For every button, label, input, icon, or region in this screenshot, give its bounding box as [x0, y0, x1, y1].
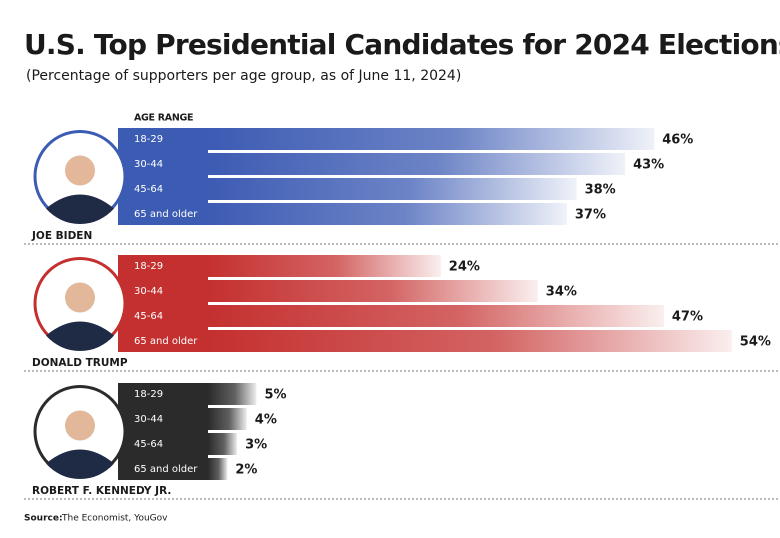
category-label: 18-29 — [134, 389, 163, 400]
portrait-head — [65, 410, 95, 441]
category-label: 30-44 — [134, 286, 163, 297]
bar — [208, 153, 626, 175]
value-label: 5% — [265, 388, 287, 403]
value-label: 37% — [575, 208, 606, 223]
category-label: 45-64 — [134, 311, 163, 322]
bar — [208, 305, 664, 327]
category-label: 65 and older — [134, 336, 198, 347]
portrait-body — [46, 194, 114, 225]
value-label: 38% — [585, 183, 616, 198]
bar — [208, 203, 567, 225]
label-panel — [118, 255, 208, 352]
bar — [208, 433, 238, 455]
category-label: 30-44 — [134, 159, 163, 170]
bar — [208, 383, 257, 405]
chart-title: U.S. Top Presidential Candidates for 202… — [24, 28, 780, 61]
portrait-head — [65, 155, 95, 186]
candidate-name: JOE BIDEN — [31, 230, 92, 242]
value-label: 4% — [255, 413, 277, 428]
category-label: 65 and older — [134, 209, 198, 220]
label-panel — [118, 128, 208, 225]
label-panel — [118, 383, 208, 480]
category-label: 45-64 — [134, 439, 163, 450]
value-label: 43% — [633, 158, 664, 173]
candidate-name: DONALD TRUMP — [32, 357, 128, 369]
value-label: 2% — [235, 463, 257, 478]
value-label: 47% — [672, 310, 703, 325]
portrait-body — [46, 449, 114, 480]
candidate-name: ROBERT F. KENNEDY JR. — [32, 485, 171, 497]
category-label: 65 and older — [134, 464, 198, 475]
chart-subtitle: (Percentage of supporters per age group,… — [26, 68, 461, 84]
category-label: 30-44 — [134, 414, 163, 425]
source: The Economist, YouGov — [61, 514, 168, 524]
source-label: Source: — [24, 514, 63, 524]
bar — [208, 255, 441, 277]
bar — [208, 280, 538, 302]
value-label: 34% — [546, 285, 577, 300]
bar — [208, 128, 655, 150]
value-label: 46% — [662, 133, 693, 148]
value-label: 24% — [449, 260, 480, 275]
bar — [208, 330, 732, 352]
category-label: 45-64 — [134, 184, 163, 195]
category-label: 18-29 — [134, 261, 163, 272]
category-header: AGE RANGE — [134, 113, 193, 124]
value-label: 3% — [245, 438, 267, 453]
portrait-head — [65, 282, 95, 313]
portrait-body — [46, 321, 114, 352]
bar — [208, 458, 228, 480]
value-label: 54% — [740, 335, 771, 350]
bar — [208, 178, 577, 200]
bar — [208, 408, 247, 430]
category-label: 18-29 — [134, 134, 163, 145]
